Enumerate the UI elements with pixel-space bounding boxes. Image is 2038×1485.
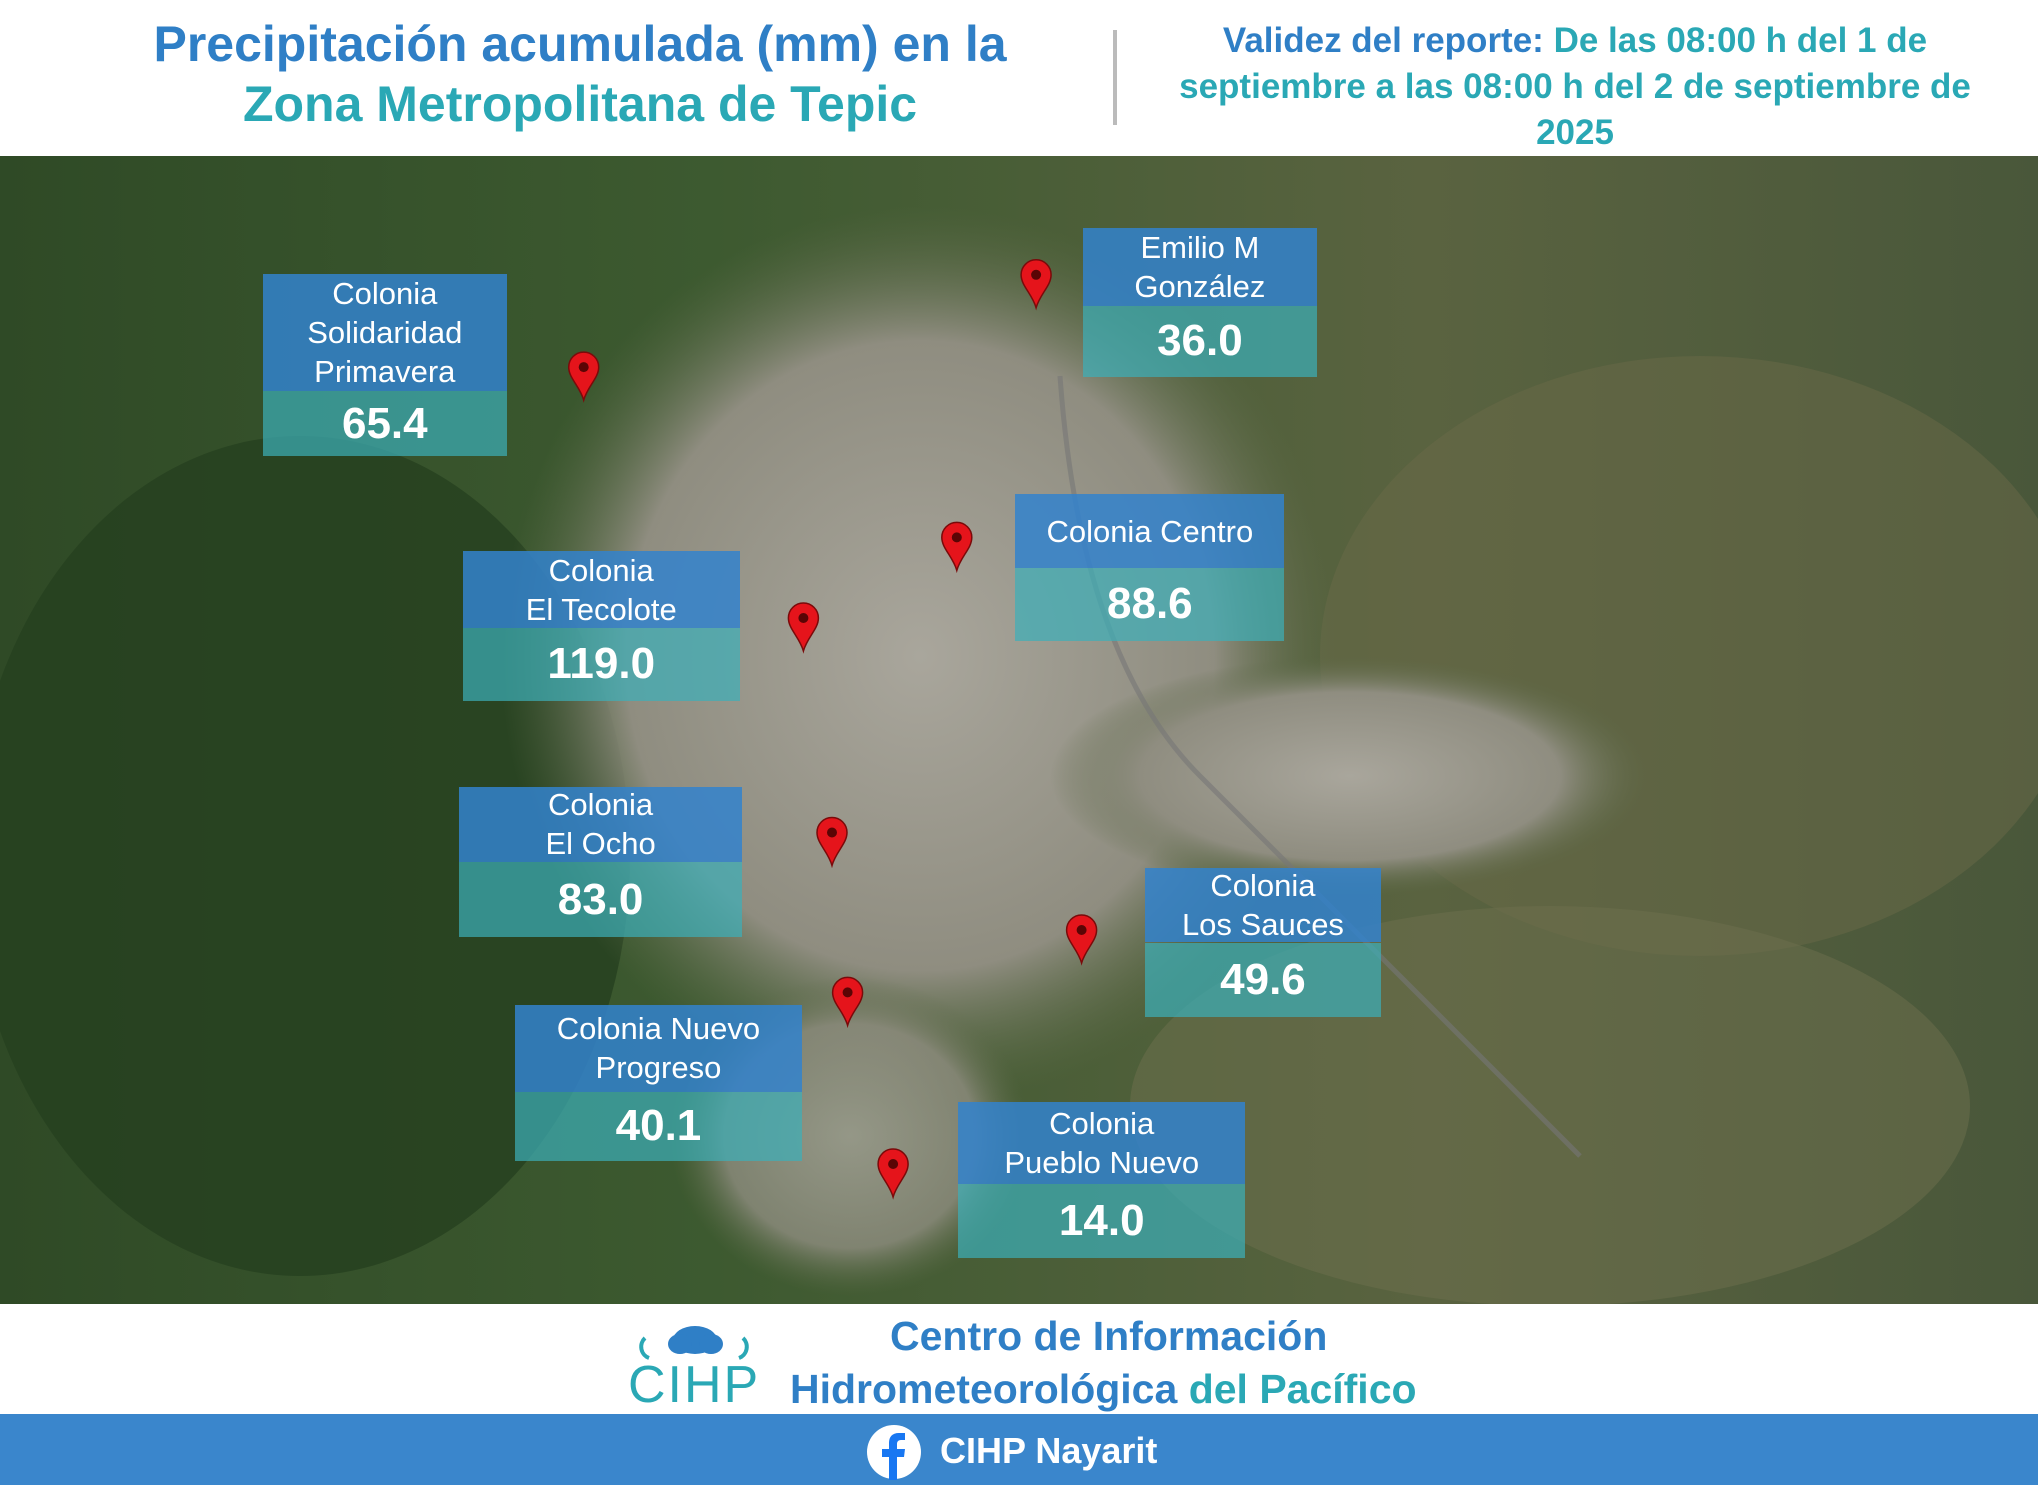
station-name: Colonia Pueblo Nuevo <box>958 1102 1246 1185</box>
station-value: 119.0 <box>462 627 740 701</box>
station-name: Colonia El Ocho <box>458 786 743 862</box>
station-name-line: González <box>1134 268 1266 304</box>
station-name-line: El Ocho <box>545 826 656 862</box>
station-name: Colonia Los Sauces <box>1145 868 1381 943</box>
station-pin <box>941 521 973 574</box>
org-suffix: del Pacífico <box>1188 1366 1417 1412</box>
station-pin <box>1020 259 1052 311</box>
station-value: 14.0 <box>958 1184 1246 1259</box>
station-name: Colonia Solidaridad Primavera <box>262 274 507 392</box>
station-value: 36.0 <box>1082 305 1317 377</box>
station-name-line: Colonia Centro <box>1046 513 1254 549</box>
station-name: Colonia Centro <box>1015 494 1285 569</box>
facebook-icon <box>867 1425 921 1480</box>
social-handle: CIHP Nayarit <box>940 1430 1158 1471</box>
pin-dot <box>888 1159 899 1169</box>
station-pin <box>877 1148 909 1200</box>
pin-dot <box>578 362 589 373</box>
station-pin <box>816 816 848 869</box>
station-name-line: Solidaridad <box>307 315 463 351</box>
pin-dot <box>1076 925 1087 935</box>
validity: Validez del reporte: De las 08:00 h del … <box>1140 18 2010 156</box>
org-line: Centro de Información <box>890 1313 1328 1359</box>
station-name: Emilio M González <box>1082 227 1317 306</box>
pin-dot <box>951 532 962 543</box>
station-value: 40.1 <box>514 1092 803 1161</box>
station-name: Colonia El Tecolote <box>462 551 740 628</box>
validity-line: septiembre a las 08:00 h del 2 de septie… <box>1179 67 1971 106</box>
station-value: 88.6 <box>1015 568 1285 641</box>
station-pin <box>831 976 864 1029</box>
station-pin <box>567 351 600 403</box>
station-value: 49.6 <box>1145 942 1381 1017</box>
validity-label: Validez del reporte: <box>1222 21 1544 60</box>
station-name: Colonia Nuevo Progreso <box>514 1004 803 1092</box>
title: Precipitación acumulada (mm) en la Zona … <box>60 14 1100 134</box>
pin-dot <box>842 987 853 998</box>
title-line: Zona Metropolitana de Tepic <box>242 76 918 132</box>
station-name-line: Colonia Nuevo <box>556 1011 761 1047</box>
station-pin <box>787 602 820 654</box>
validity-line: 2025 <box>1536 113 1614 152</box>
station-name-line: Colonia <box>332 276 438 312</box>
station-value: 65.4 <box>262 391 507 457</box>
station-name-line: Pueblo Nuevo <box>1004 1145 1200 1181</box>
station-pin <box>1065 914 1098 966</box>
station-name-line: Primavera <box>314 354 456 390</box>
station-name-line: Colonia <box>1049 1106 1155 1142</box>
social-bar: CIHP Nayarit <box>0 1414 2038 1485</box>
pin-dot <box>798 613 809 623</box>
pin-dot <box>1031 269 1042 280</box>
logo-text: CIHP <box>628 1356 761 1414</box>
satellite-map <box>0 156 2038 1304</box>
separator <box>1113 30 1117 125</box>
org-name: Centro de Información Hidrometeorológica… <box>790 1310 1417 1416</box>
station-name-line: Colonia <box>1210 868 1316 904</box>
pin-dot <box>827 827 837 838</box>
logo-icon <box>639 1326 749 1360</box>
validity-line: De las 08:00 h del 1 de <box>1553 21 1928 60</box>
station-name-line: Los Sauces <box>1181 907 1344 943</box>
station-name-line: Emilio M <box>1140 229 1260 265</box>
station-name-line: Colonia <box>548 787 654 823</box>
title-line: Precipitación acumulada (mm) en la <box>153 16 1007 72</box>
org-line: Hidrometeorológica <box>790 1366 1178 1412</box>
station-name-line: Colonia <box>548 552 654 588</box>
station-name-line: El Tecolote <box>525 591 677 627</box>
station-name-line: Progreso <box>595 1050 722 1086</box>
station-value: 83.0 <box>458 861 743 938</box>
